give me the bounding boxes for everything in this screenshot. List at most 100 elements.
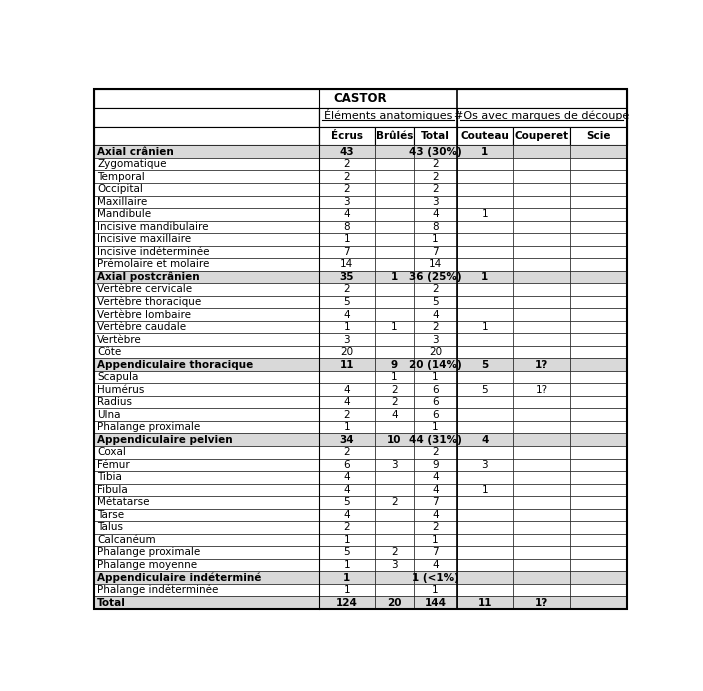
Bar: [570, 459, 626, 471]
Bar: [414, 158, 457, 171]
Text: 1: 1: [343, 535, 350, 545]
Text: Côte: Côte: [97, 347, 122, 357]
Text: 1: 1: [343, 322, 350, 332]
Bar: [318, 433, 375, 446]
Bar: [457, 183, 513, 196]
Bar: [94, 126, 318, 145]
Bar: [375, 546, 414, 559]
Bar: [414, 584, 457, 596]
Bar: [570, 258, 626, 271]
Bar: [375, 421, 414, 433]
Bar: [318, 408, 375, 421]
Text: 9: 9: [432, 460, 439, 470]
Bar: [414, 220, 457, 233]
Bar: [318, 484, 375, 496]
Bar: [457, 333, 513, 346]
Bar: [94, 559, 318, 571]
Bar: [570, 533, 626, 546]
Bar: [375, 384, 414, 396]
Bar: [94, 258, 318, 271]
Bar: [457, 559, 513, 571]
Bar: [375, 208, 414, 220]
Bar: [94, 108, 318, 126]
Bar: [375, 471, 414, 484]
Text: 1: 1: [391, 272, 398, 282]
Bar: [414, 333, 457, 346]
Text: #Os avec marques de découpe: #Os avec marques de découpe: [454, 110, 629, 121]
Bar: [94, 208, 318, 220]
Bar: [457, 283, 513, 296]
Bar: [414, 496, 457, 509]
Bar: [513, 509, 570, 521]
Bar: [513, 546, 570, 559]
Bar: [318, 333, 375, 346]
Text: Écrus: Écrus: [330, 131, 363, 141]
Text: 8: 8: [432, 222, 439, 232]
Text: 35: 35: [340, 272, 354, 282]
Bar: [513, 208, 570, 220]
Bar: [94, 89, 626, 108]
Text: 2: 2: [343, 410, 350, 419]
Bar: [457, 208, 513, 220]
Bar: [457, 233, 513, 245]
Text: 1?: 1?: [536, 385, 548, 395]
Bar: [414, 459, 457, 471]
Bar: [94, 296, 318, 308]
Text: 1: 1: [343, 422, 350, 433]
Bar: [414, 245, 457, 258]
Bar: [457, 171, 513, 183]
Bar: [457, 196, 513, 208]
Bar: [375, 521, 414, 533]
Bar: [457, 158, 513, 171]
Bar: [414, 196, 457, 208]
Text: Éléments anatomiques: Éléments anatomiques: [323, 109, 452, 122]
Bar: [513, 321, 570, 333]
Bar: [570, 571, 626, 584]
Bar: [414, 384, 457, 396]
Bar: [513, 220, 570, 233]
Bar: [375, 496, 414, 509]
Bar: [375, 509, 414, 521]
Text: 14: 14: [340, 259, 354, 269]
Text: Incisive maxillaire: Incisive maxillaire: [97, 234, 191, 245]
Bar: [318, 533, 375, 546]
Text: 1: 1: [432, 234, 439, 245]
Text: Radius: Radius: [97, 397, 132, 407]
Text: 5: 5: [482, 385, 488, 395]
Bar: [570, 408, 626, 421]
Bar: [414, 308, 457, 321]
Bar: [570, 584, 626, 596]
Bar: [414, 321, 457, 333]
Bar: [513, 245, 570, 258]
Text: Coxal: Coxal: [97, 447, 126, 457]
Text: Total: Total: [421, 131, 450, 141]
Text: 1: 1: [391, 372, 398, 382]
Bar: [570, 308, 626, 321]
Bar: [375, 283, 414, 296]
Bar: [375, 559, 414, 571]
Bar: [94, 509, 318, 521]
Bar: [318, 571, 375, 584]
Text: 1: 1: [482, 485, 488, 495]
Text: 6: 6: [432, 397, 439, 407]
Bar: [414, 258, 457, 271]
Text: Couperet: Couperet: [515, 131, 569, 141]
Text: Maxillaire: Maxillaire: [97, 197, 148, 207]
Text: Scie: Scie: [586, 131, 610, 141]
Bar: [513, 233, 570, 245]
Bar: [457, 408, 513, 421]
Bar: [375, 408, 414, 421]
Bar: [94, 171, 318, 183]
Bar: [94, 533, 318, 546]
Text: Phalange moyenne: Phalange moyenne: [97, 560, 198, 570]
Bar: [570, 471, 626, 484]
Bar: [375, 484, 414, 496]
Bar: [375, 584, 414, 596]
Bar: [414, 433, 457, 446]
Bar: [570, 346, 626, 359]
Text: 3: 3: [432, 334, 439, 345]
Bar: [457, 245, 513, 258]
Text: Axial crânien: Axial crânien: [97, 146, 174, 157]
Bar: [457, 521, 513, 533]
Text: 8: 8: [343, 222, 350, 232]
